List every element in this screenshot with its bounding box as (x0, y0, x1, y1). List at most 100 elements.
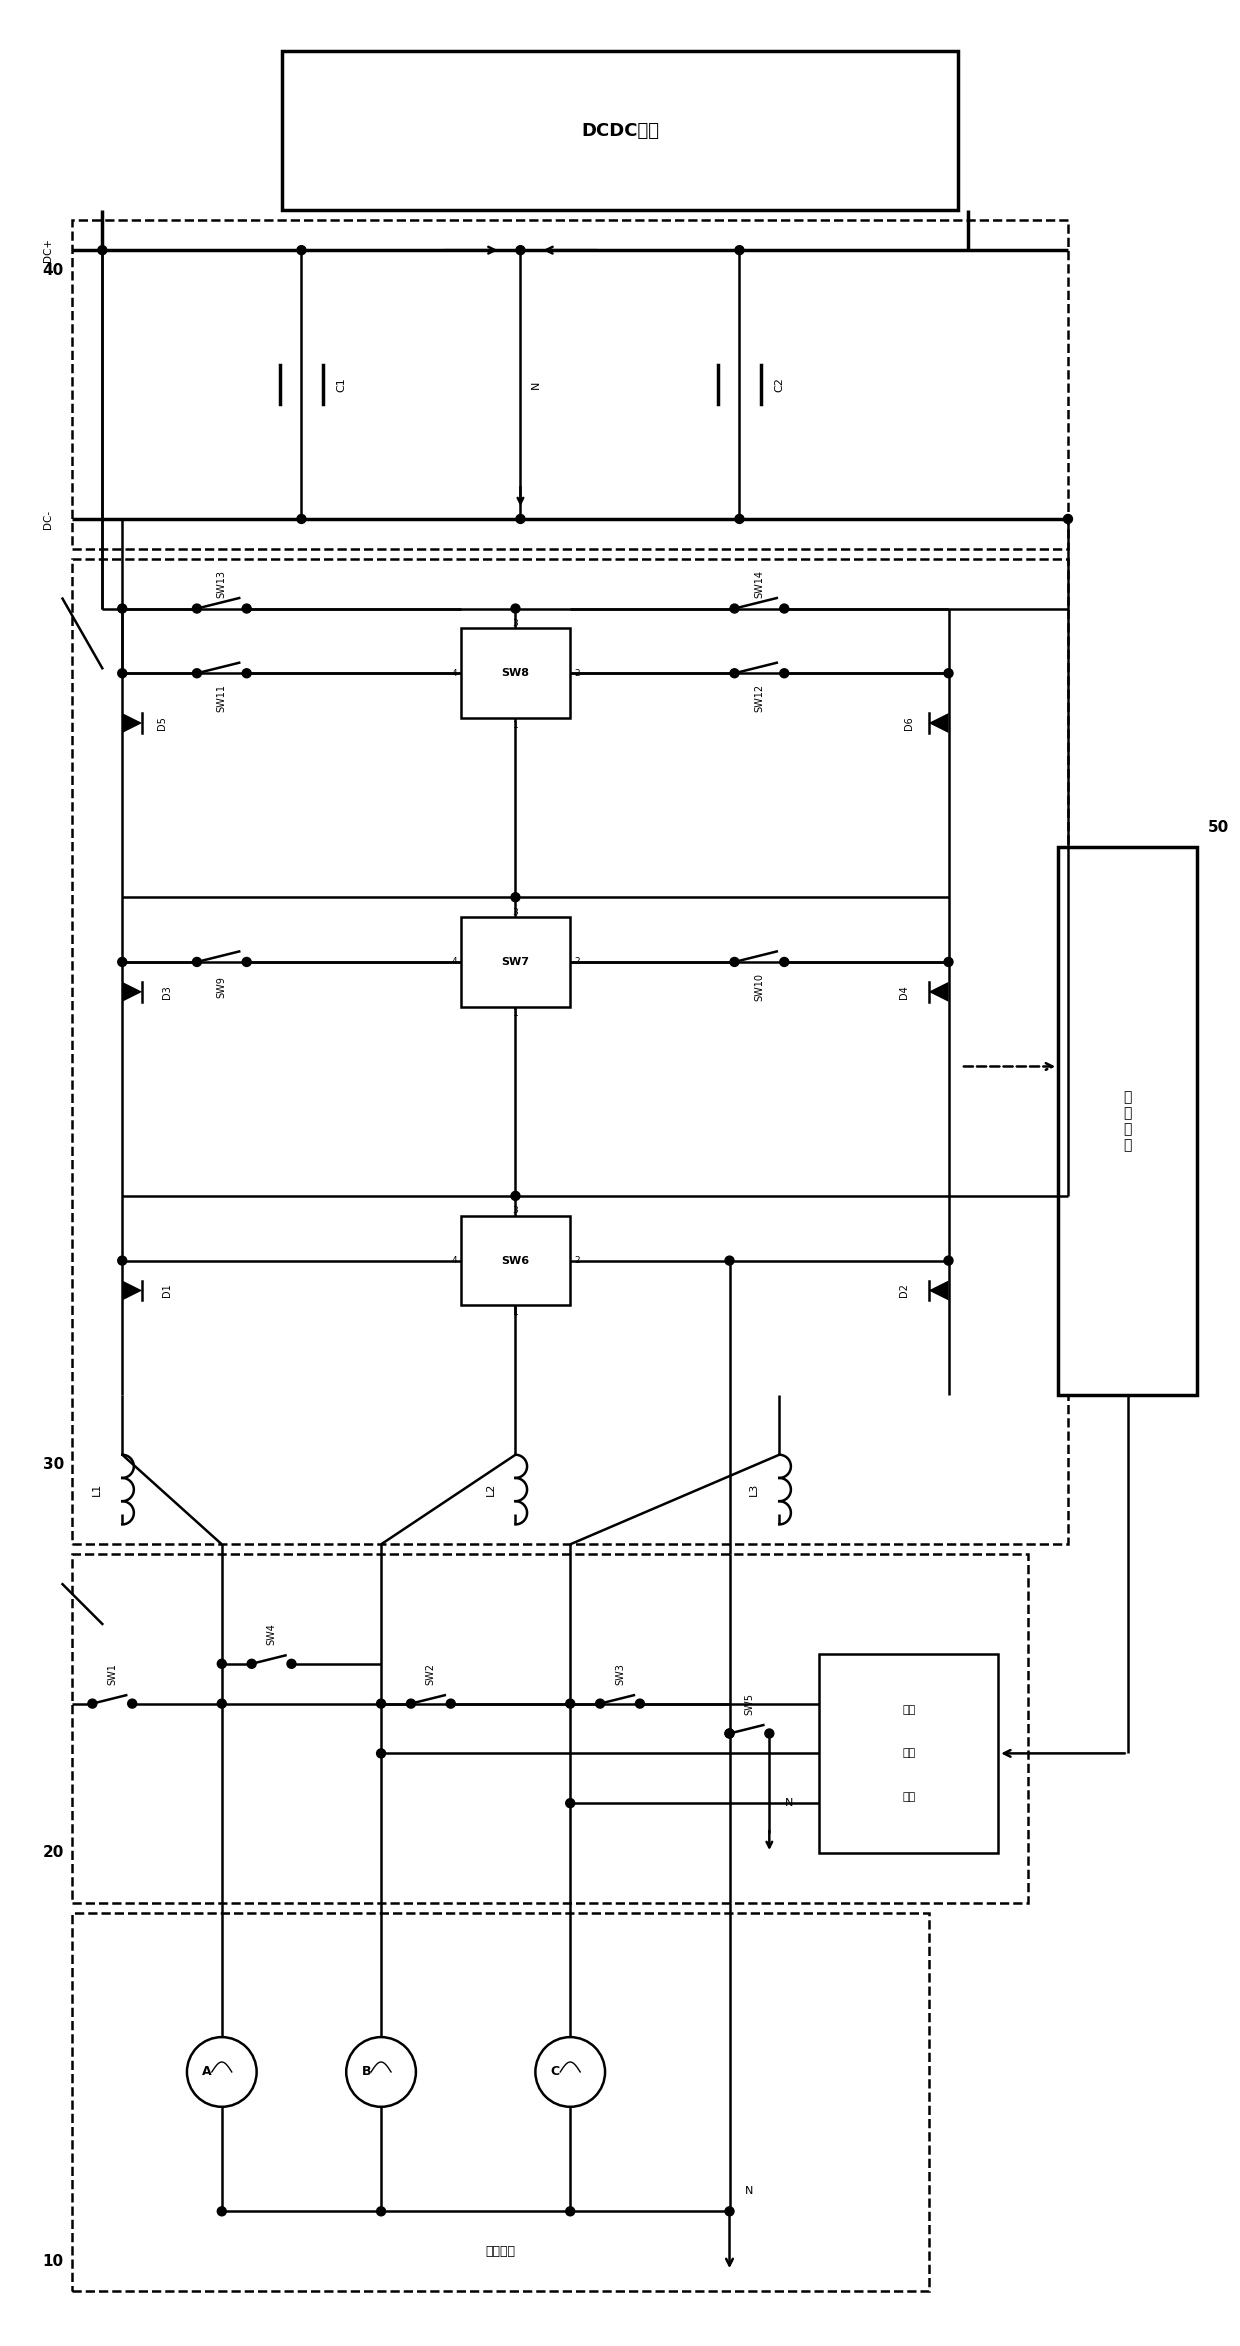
Text: SW7: SW7 (501, 957, 529, 967)
Text: L1: L1 (92, 1483, 103, 1497)
Text: 1: 1 (512, 1009, 518, 1018)
Circle shape (635, 1699, 645, 1708)
Circle shape (511, 894, 520, 901)
Circle shape (511, 603, 520, 612)
Circle shape (944, 669, 954, 678)
Text: L2: L2 (486, 1483, 496, 1497)
Circle shape (217, 1659, 226, 1668)
Circle shape (516, 514, 525, 523)
Circle shape (780, 669, 789, 678)
Text: DC+: DC+ (42, 239, 52, 263)
Text: SW9: SW9 (217, 976, 227, 997)
Circle shape (725, 2208, 734, 2217)
Polygon shape (123, 713, 143, 732)
Circle shape (565, 1699, 574, 1708)
Circle shape (192, 603, 201, 612)
Circle shape (217, 2208, 226, 2217)
Circle shape (98, 246, 107, 256)
Circle shape (192, 669, 201, 678)
Circle shape (725, 1255, 734, 1264)
Text: SW6: SW6 (501, 1255, 529, 1264)
Bar (72, 558, 1068, 1544)
Text: C1: C1 (336, 378, 346, 392)
Text: 1: 1 (512, 720, 518, 730)
Circle shape (118, 669, 126, 678)
Circle shape (735, 514, 744, 523)
Circle shape (118, 1255, 126, 1264)
Circle shape (128, 1699, 136, 1708)
Polygon shape (123, 1281, 143, 1300)
Text: 3: 3 (512, 619, 518, 629)
Text: SW10: SW10 (754, 974, 764, 1002)
Circle shape (242, 957, 252, 967)
Text: SW2: SW2 (425, 1663, 435, 1684)
Circle shape (516, 246, 525, 256)
Text: 10: 10 (42, 2255, 63, 2269)
Circle shape (118, 603, 126, 612)
Text: D2: D2 (899, 1283, 909, 1297)
Circle shape (192, 957, 201, 967)
Bar (72, 221, 1068, 549)
Text: SW5: SW5 (744, 1691, 754, 1715)
Bar (820, 1654, 998, 1853)
Circle shape (88, 1699, 97, 1708)
Text: D6: D6 (904, 716, 914, 730)
Text: 三相火线: 三相火线 (486, 2245, 516, 2257)
Circle shape (725, 1729, 734, 1738)
Text: D5: D5 (157, 716, 167, 730)
Circle shape (407, 1699, 415, 1708)
Text: 50: 50 (1208, 821, 1229, 835)
Circle shape (296, 514, 306, 523)
Text: SW3: SW3 (615, 1663, 625, 1684)
Text: SW4: SW4 (267, 1623, 277, 1645)
Text: 1: 1 (512, 1307, 518, 1316)
Text: B: B (361, 2064, 371, 2079)
Text: 3: 3 (512, 1206, 518, 1215)
Text: L3: L3 (749, 1483, 759, 1497)
Bar (461, 917, 570, 1006)
Text: D4: D4 (899, 985, 909, 999)
Polygon shape (929, 1281, 949, 1300)
Circle shape (944, 957, 954, 967)
Text: SW12: SW12 (754, 685, 764, 713)
Text: D3: D3 (162, 985, 172, 999)
Text: 2: 2 (574, 669, 580, 678)
Circle shape (511, 1192, 520, 1201)
Circle shape (217, 1699, 226, 1708)
Circle shape (730, 957, 739, 967)
Circle shape (377, 2208, 386, 2217)
Circle shape (296, 246, 306, 256)
Bar (461, 1215, 570, 1304)
Circle shape (725, 1729, 734, 1738)
Bar (72, 1912, 929, 2292)
Text: 4: 4 (451, 669, 456, 678)
Text: A: A (202, 2064, 212, 2079)
Circle shape (595, 1699, 605, 1708)
Text: N: N (785, 1797, 794, 1809)
Circle shape (730, 669, 739, 678)
Text: SW14: SW14 (754, 570, 764, 598)
Text: 2: 2 (574, 1255, 580, 1264)
Circle shape (730, 603, 739, 612)
Bar (1058, 847, 1198, 1396)
Circle shape (1064, 514, 1073, 523)
Circle shape (765, 1729, 774, 1738)
Text: N: N (745, 2186, 754, 2196)
Polygon shape (929, 983, 949, 1002)
Text: 检测: 检测 (901, 1748, 915, 1760)
Circle shape (377, 1699, 386, 1708)
Text: C2: C2 (774, 378, 784, 392)
Circle shape (780, 603, 789, 612)
Circle shape (377, 1748, 386, 1757)
Text: C: C (551, 2064, 559, 2079)
Circle shape (780, 957, 789, 967)
Bar (281, 52, 959, 211)
Circle shape (565, 1799, 574, 1809)
Circle shape (446, 1699, 455, 1708)
Bar (461, 629, 570, 718)
Bar (72, 1555, 1028, 1903)
Text: 模块: 模块 (901, 1792, 915, 1802)
Circle shape (286, 1659, 296, 1668)
Text: 4: 4 (451, 1255, 456, 1264)
Text: 3: 3 (512, 908, 518, 917)
